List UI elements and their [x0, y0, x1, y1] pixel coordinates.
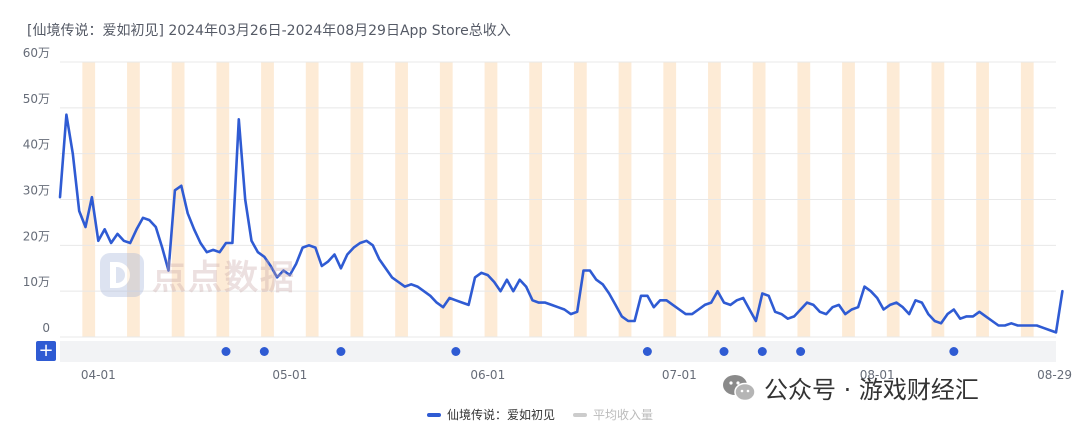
x-axis-ticks: 04-01 05-01 06-01 07-01 08-01 08-29 [81, 368, 1072, 382]
wechat-brand: 公众号 · 游戏财经汇 [722, 370, 979, 405]
event-dot [757, 347, 767, 356]
legend-item[interactable]: 仙境传说：爱如初见 [426, 406, 555, 423]
legend: 仙境传说：爱如初见 平均收入量 [0, 406, 1080, 423]
event-strip [60, 341, 1056, 362]
y-tick-label: 20万 [23, 229, 50, 243]
watermark-text: 点点数据 [152, 258, 296, 298]
event-dot [796, 347, 806, 356]
event-dot [642, 347, 652, 356]
y-tick-label: 40万 [23, 138, 50, 152]
event-dot [336, 347, 346, 356]
event-dot [719, 347, 729, 356]
event-strip-bg [60, 341, 1056, 362]
series-line [58, 113, 1064, 334]
add-event-button[interactable]: + [36, 341, 56, 361]
event-dot [259, 347, 269, 356]
wechat-icon [723, 374, 756, 401]
watermark: 点点数据 [100, 250, 296, 299]
y-gridlines [60, 61, 1056, 338]
legend-swatch [573, 412, 587, 417]
y-tick-label: 60万 [23, 46, 50, 60]
legend-swatch [426, 412, 441, 417]
x-tick-label: 08-01 [860, 368, 895, 382]
event-dot [451, 347, 461, 356]
y-tick-label: 0 [42, 321, 50, 335]
event-dot [221, 347, 231, 356]
legend-item[interactable]: 平均收入量 [573, 406, 653, 423]
x-tick-label: 08-29 [1037, 368, 1072, 382]
y-tick-label: 50万 [23, 92, 50, 106]
watermark-logo-icon [100, 252, 144, 297]
x-tick-label: 06-01 [470, 368, 505, 382]
y-axis-ticks: 0 10万 20万 30万 40万 50万 60万 [23, 46, 50, 335]
y-tick-label: 30万 [23, 184, 50, 198]
event-dot [949, 347, 959, 356]
x-tick-label: 05-01 [272, 368, 307, 382]
x-tick-label: 04-01 [81, 368, 116, 382]
legend-label: 平均收入量 [593, 408, 654, 422]
chart-title: [仙境传说：爱如初见] 2024年03月26日-2024年08月29日App S… [27, 23, 511, 39]
wechat-brand-text: 公众号 · 游戏财经汇 [764, 376, 979, 404]
legend-label: 仙境传说：爱如初见 [446, 408, 555, 422]
series-layer [58, 113, 1064, 334]
y-tick-label: 10万 [23, 275, 50, 289]
x-tick-label: 07-01 [662, 368, 697, 382]
